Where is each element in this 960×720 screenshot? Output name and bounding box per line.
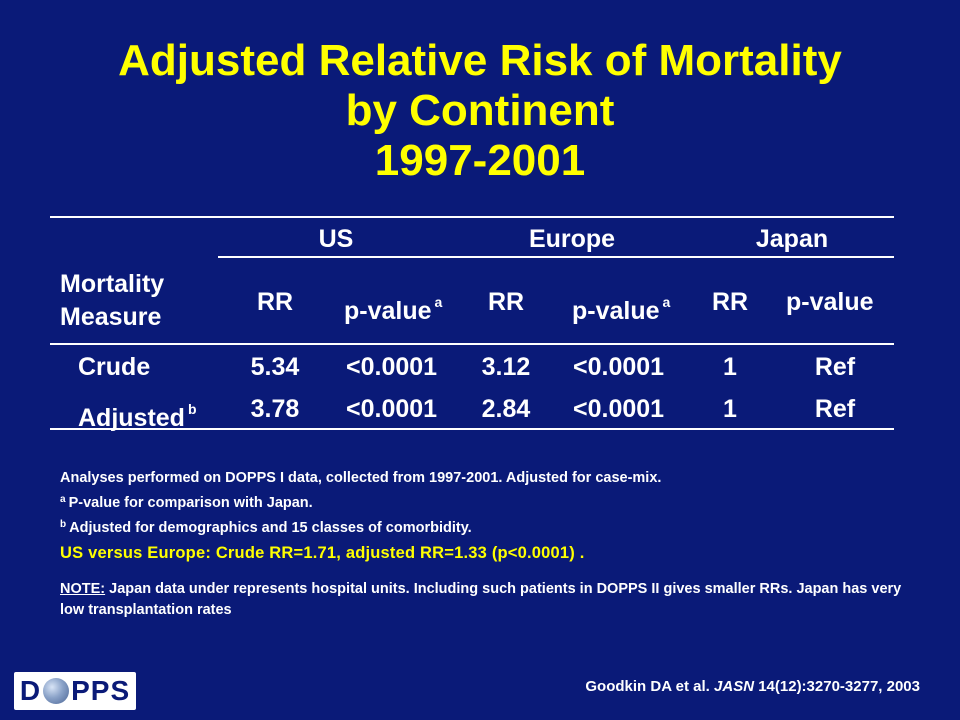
- table-cell: 1: [723, 395, 737, 423]
- row-header-line-1: Mortality: [60, 270, 165, 298]
- group-header-europe: Europe: [528, 225, 616, 253]
- table-cell: 3.12: [481, 353, 531, 381]
- row-label-adjusted-text: Adjusted: [78, 404, 185, 432]
- subheader-europe-pvalue: p-value a: [572, 287, 670, 326]
- citation-details: 14(12):3270-3277, 2003: [754, 678, 920, 695]
- subheader-europe-pvalue-label: p-value: [572, 297, 660, 325]
- subheader-japan-pvalue: p-value: [786, 288, 874, 316]
- table-cell: <0.0001: [346, 353, 438, 381]
- table-cell: 5.34: [250, 353, 300, 381]
- footnote-b-marker: b: [60, 519, 67, 530]
- title-line-2: by Continent: [345, 86, 615, 135]
- table-cell: <0.0001: [573, 395, 665, 423]
- superscript-a: a: [434, 294, 443, 310]
- row-label-crude: Crude: [78, 353, 151, 381]
- subheader-us-pvalue-label: p-value: [344, 297, 432, 325]
- footnote-b-text: Adjusted for demographics and 15 classes…: [69, 520, 472, 536]
- footnote-a: a P-value for comparison with Japan.: [60, 489, 920, 514]
- table-cell: <0.0001: [573, 353, 665, 381]
- superscript-a: a: [662, 294, 671, 310]
- logo-text-left: D: [19, 675, 42, 706]
- citation-journal: JASN: [714, 678, 755, 695]
- note-paragraph: NOTE: Japan data under represents hospit…: [60, 579, 920, 621]
- highlight-summary: US versus Europe: Crude RR=1.71, adjuste…: [60, 544, 585, 562]
- header-bottom-rule: [50, 343, 894, 345]
- subheader-europe-rr: RR: [487, 288, 525, 316]
- dopps-logo: D PPS: [14, 672, 136, 710]
- table-cell: 1: [723, 353, 737, 381]
- title-line-3: 1997-2001: [374, 136, 586, 185]
- group-header-us: US: [318, 225, 354, 253]
- footnote-a-text: P-value for comparison with Japan.: [68, 495, 313, 511]
- table-cell: 3.78: [250, 395, 300, 423]
- row-header: Mortality Measure: [60, 268, 164, 334]
- group-header-rule: [218, 256, 894, 258]
- subheader-us-pvalue: p-value a: [344, 287, 442, 326]
- title-line-1: Adjusted Relative Risk of Mortality: [118, 36, 842, 85]
- slide-title: Adjusted Relative Risk of Mortality by C…: [0, 36, 960, 186]
- footnote-analyses: Analyses performed on DOPPS I data, coll…: [60, 470, 662, 486]
- note-text: Japan data under represents hospital uni…: [60, 581, 902, 618]
- note-label: NOTE:: [60, 581, 106, 597]
- footnote-b: b Adjusted for demographics and 15 classe…: [60, 514, 920, 539]
- logo-text-right: PPS: [71, 675, 131, 706]
- row-label-adjusted: Adjusted b: [78, 394, 197, 433]
- footnote-a-marker: a: [60, 494, 66, 505]
- table-cell: <0.0001: [346, 395, 438, 423]
- citation-authors: Goodkin DA et al.: [585, 678, 715, 695]
- group-header-japan: Japan: [755, 225, 829, 253]
- footnotes: Analyses performed on DOPPS I data, coll…: [60, 468, 920, 621]
- table-top-rule: [50, 216, 894, 218]
- superscript-b: b: [187, 401, 197, 417]
- table-cell: 2.84: [481, 395, 531, 423]
- table-cell: Ref: [814, 395, 856, 423]
- globe-icon: [43, 678, 70, 704]
- table-cell: Ref: [814, 353, 856, 381]
- citation: Goodkin DA et al. JASN 14(12):3270-3277,…: [585, 678, 920, 695]
- table-bottom-rule: [50, 428, 894, 430]
- row-header-line-2: Measure: [60, 303, 162, 331]
- subheader-japan-rr: RR: [711, 288, 749, 316]
- subheader-us-rr: RR: [256, 288, 294, 316]
